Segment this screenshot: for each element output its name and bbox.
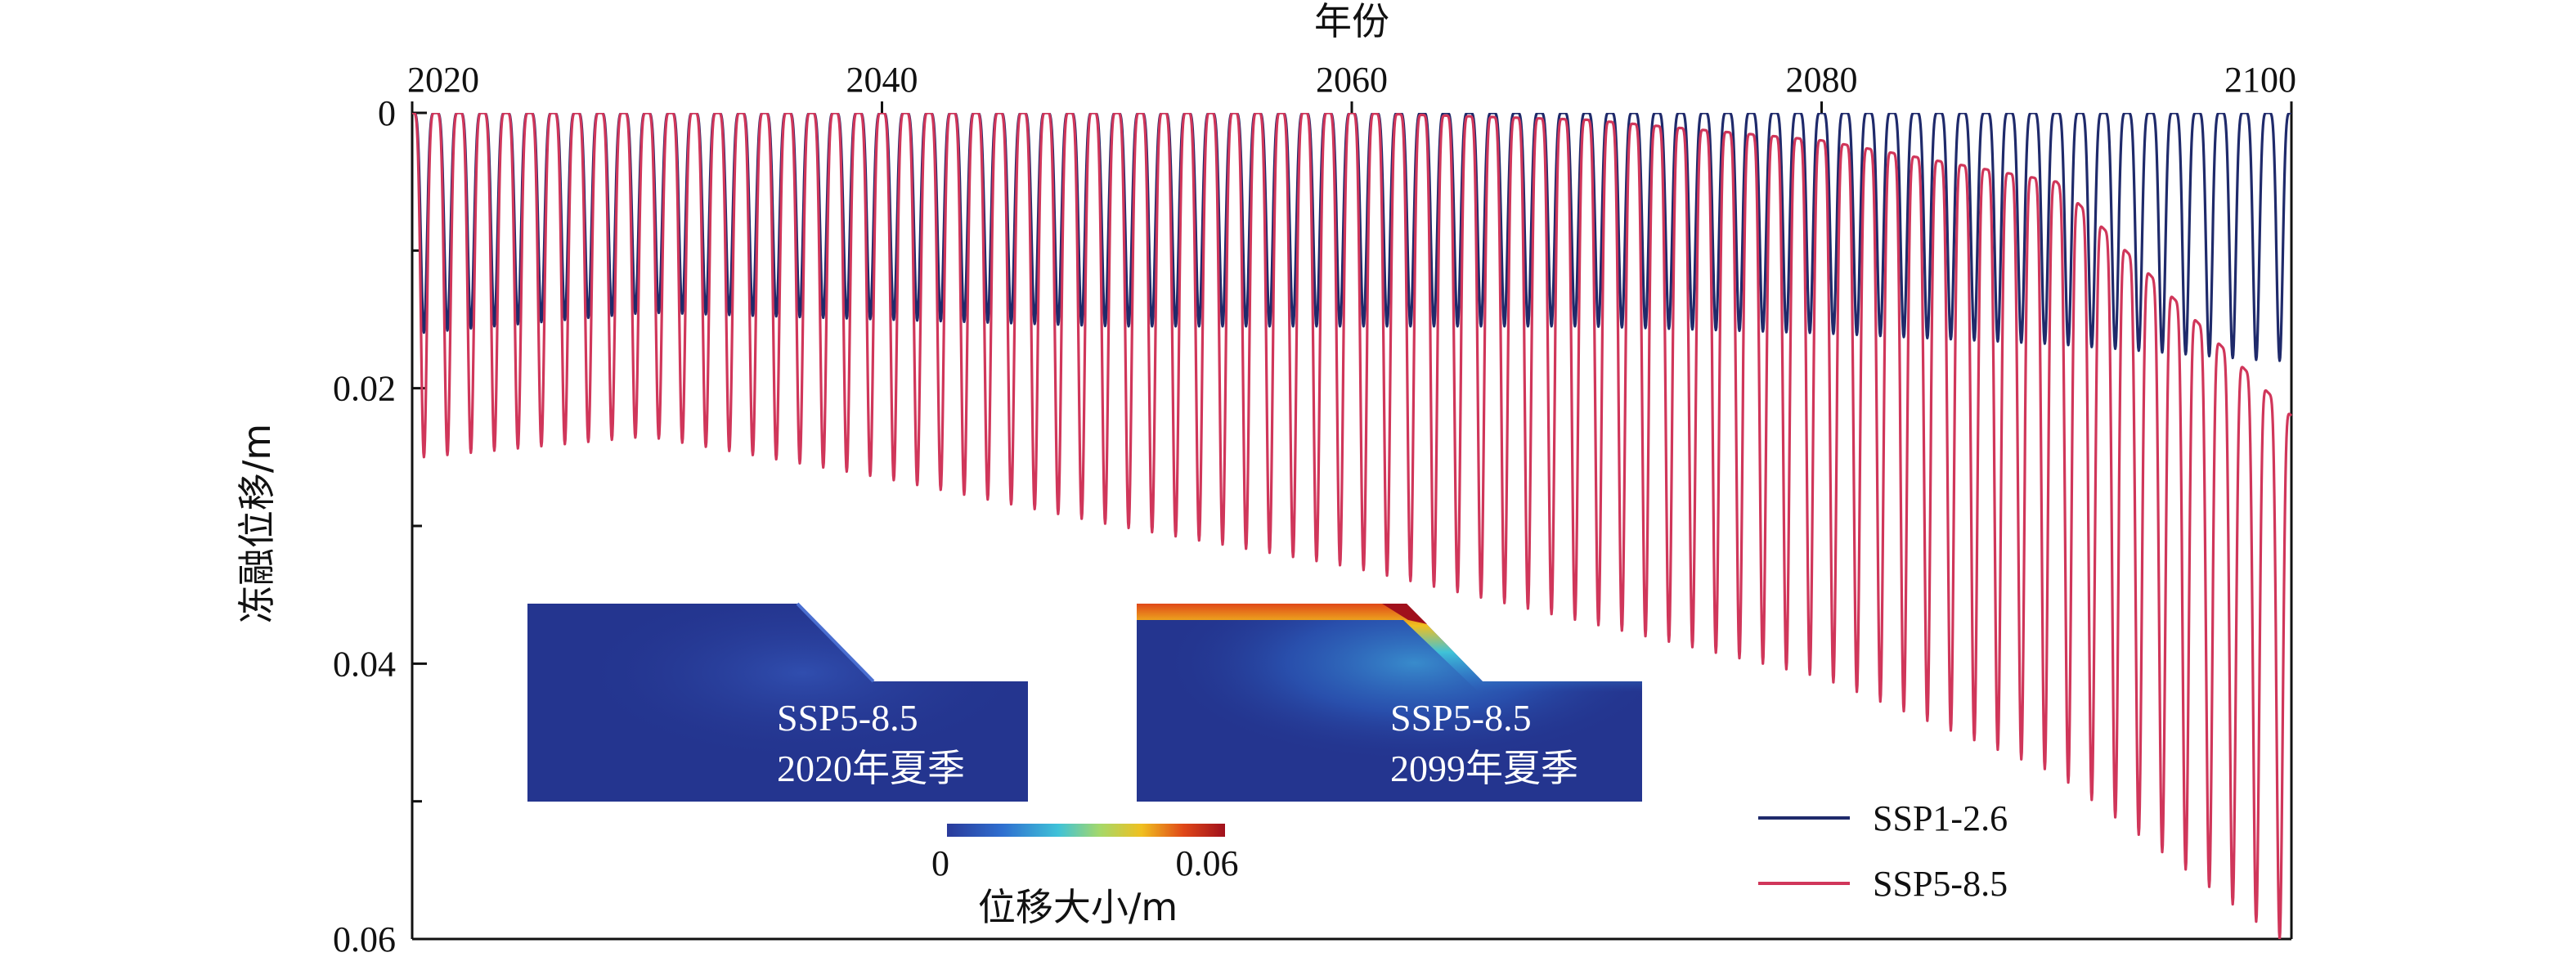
x-tick-label: 2080 xyxy=(1786,60,1858,100)
series-line-ssp126 xyxy=(411,113,2292,362)
colorbar-gradient xyxy=(947,824,1225,837)
inset-2099-surface-band xyxy=(1137,604,1642,692)
y-axis-title: 冻融位移/m xyxy=(235,424,279,623)
inset-2099-label-scenario: SSP5-8.5 xyxy=(1390,697,1532,739)
plot-frame xyxy=(411,113,2293,941)
inset-2020-slope-edge xyxy=(796,602,875,683)
y-tick-label: 0.02 xyxy=(333,369,396,409)
inset-2099: SSP5-8.5 2099年夏季 xyxy=(1137,604,1642,802)
legend-label-ssp585: SSP5-8.5 xyxy=(1873,864,2008,904)
x-tick-label: 2020 xyxy=(407,60,479,100)
legend-label-ssp126: SSP1-2.6 xyxy=(1873,798,2008,838)
series-line-ssp585 xyxy=(411,113,2293,939)
x-tick-label: 2100 xyxy=(2224,60,2296,100)
x-axis-title: 年份 xyxy=(1314,0,1389,43)
inset-2020-shading xyxy=(527,604,1028,802)
y-axis: 0 0.02 0.04 0.06 xyxy=(333,93,427,959)
series-layer xyxy=(411,113,2293,939)
x-tick-label: 2060 xyxy=(1316,60,1388,100)
inset-2099-label-season: 2099年夏季 xyxy=(1390,748,1578,789)
x-axis: 2020 2040 2060 2080 2100 xyxy=(407,60,2296,113)
y-tick-label: 0.04 xyxy=(333,644,396,684)
inset-2099-crest-hotspot xyxy=(1382,604,1427,624)
inset-2099-shading xyxy=(1137,604,1642,802)
colorbar: 0 0.06 位移大小/m xyxy=(931,824,1239,929)
colorbar-min-label: 0 xyxy=(931,843,949,883)
inset-2020-label-season: 2020年夏季 xyxy=(777,748,965,789)
legend: SSP1-2.6 SSP5-8.5 xyxy=(1758,798,2008,904)
colorbar-title: 位移大小/m xyxy=(978,885,1178,929)
y-tick-label: 0 xyxy=(378,93,396,133)
y-tick-label: 0.06 xyxy=(333,919,396,959)
x-tick-label: 2040 xyxy=(846,60,918,100)
colorbar-max-label: 0.06 xyxy=(1176,843,1239,883)
inset-2020: SSP5-8.5 2020年夏季 xyxy=(527,602,1028,802)
inset-2020-label-scenario: SSP5-8.5 xyxy=(777,697,918,739)
